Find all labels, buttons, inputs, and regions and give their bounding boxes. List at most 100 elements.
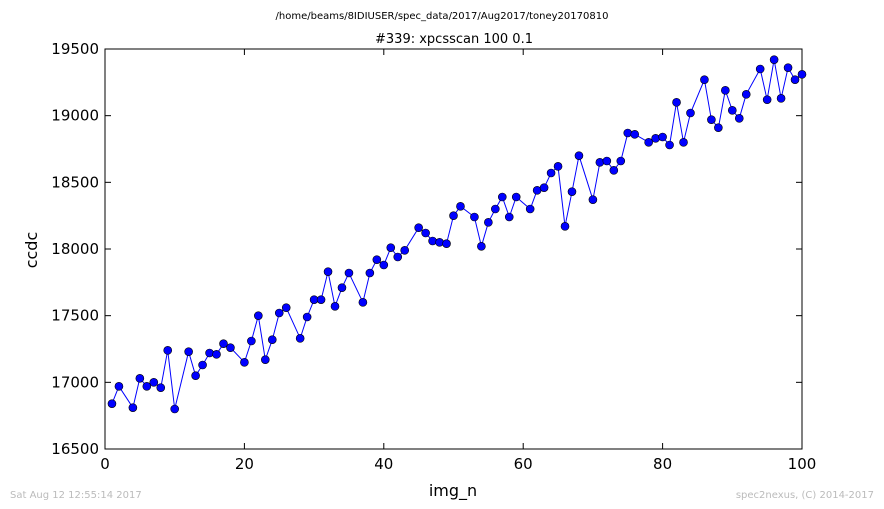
x-tick-label: 100: [788, 455, 817, 473]
data-point: [700, 75, 709, 84]
data-point: [156, 383, 166, 392]
y-tick-label: 16500: [51, 440, 99, 458]
data-point: [337, 283, 347, 292]
data-point: [379, 260, 389, 270]
data-point: [372, 255, 382, 264]
data-point: [651, 134, 660, 143]
data-point: [609, 166, 619, 175]
data-point: [254, 311, 263, 320]
data-point: [261, 355, 270, 364]
data-point: [790, 75, 800, 84]
plot-area: [104, 48, 803, 450]
data-point: [762, 95, 772, 104]
data-point: [769, 55, 779, 64]
data-point: [630, 130, 640, 139]
data-point: [163, 346, 173, 355]
data-point: [727, 106, 737, 115]
y-tick-label: 17000: [51, 373, 99, 391]
y-tick-label: 19500: [51, 40, 99, 58]
data-point: [595, 158, 605, 167]
data-point: [574, 151, 584, 160]
data-point: [707, 115, 716, 124]
data-point: [588, 195, 598, 204]
data-point: [658, 132, 667, 142]
data-point: [546, 168, 556, 178]
data-point: [128, 403, 138, 412]
data-point: [365, 268, 375, 278]
data-point: [721, 86, 730, 95]
data-point: [525, 204, 535, 214]
data-point: [226, 343, 235, 352]
data-point: [567, 187, 577, 196]
y-tick-label: 18500: [51, 173, 99, 191]
data-point: [330, 302, 340, 311]
file-path-header: /home/beams/8IDIUSER/spec_data/2017/Aug2…: [276, 11, 609, 22]
data-point: [400, 246, 410, 255]
data-point: [107, 399, 117, 408]
data-point: [247, 336, 256, 346]
data-point: [672, 98, 681, 107]
data-point: [281, 303, 291, 312]
x-tick-label: 40: [374, 455, 393, 473]
data-point: [623, 128, 633, 138]
data-point: [295, 334, 305, 343]
series-ccdc: [107, 55, 807, 414]
x-axis-label: img_n: [429, 481, 477, 501]
y-axis: 16500 17000 17500 18000 18500 19000 19500: [51, 40, 802, 458]
data-point: [205, 348, 214, 358]
data-point: [553, 162, 563, 171]
data-point: [741, 90, 751, 99]
data-point: [539, 183, 549, 192]
data-point: [449, 211, 458, 220]
data-point: [776, 94, 786, 103]
data-point: [679, 138, 688, 147]
data-point: [456, 202, 465, 211]
data-point: [393, 252, 403, 262]
data-point: [240, 358, 249, 367]
data-point: [316, 295, 326, 304]
chart-title: #339: xpcsscan 100 0.1: [375, 32, 533, 47]
data-point: [442, 239, 451, 248]
data-point: [484, 218, 493, 227]
data-point: [198, 360, 207, 370]
data-point: [323, 267, 333, 276]
x-axis: 0 20 40 60 80 100: [100, 49, 816, 473]
data-point: [644, 138, 653, 147]
data-point: [149, 378, 159, 387]
data-point: [783, 63, 793, 72]
data-point: [665, 140, 674, 150]
data-point: [302, 312, 312, 322]
y-tick-label: 17500: [51, 307, 99, 325]
data-point: [386, 243, 396, 252]
x-tick-label: 60: [514, 455, 533, 473]
data-point: [734, 114, 744, 123]
data-point: [428, 236, 437, 246]
data-point: [191, 371, 200, 380]
data-point: [511, 192, 521, 202]
data-point: [184, 347, 193, 356]
data-point: [560, 222, 570, 231]
data-point: [421, 228, 430, 238]
data-point: [477, 242, 486, 251]
data-point: [170, 404, 179, 414]
y-tick-label: 18000: [51, 240, 99, 258]
data-point: [470, 212, 479, 222]
data-point: [602, 156, 612, 166]
x-tick-label: 80: [653, 455, 672, 473]
data-point: [686, 108, 695, 118]
data-point: [212, 350, 221, 359]
x-tick-label: 0: [100, 455, 110, 473]
x-tick-label: 20: [235, 455, 254, 473]
data-point: [497, 192, 507, 202]
data-point: [435, 238, 444, 247]
data-point: [358, 298, 368, 307]
data-point: [504, 212, 514, 222]
data-point: [114, 382, 124, 391]
data-point: [219, 339, 228, 348]
data-point: [797, 70, 807, 79]
data-point: [142, 382, 152, 391]
data-point: [344, 268, 354, 278]
data-point: [616, 156, 626, 166]
y-tick-label: 19000: [51, 107, 99, 125]
y-axis-label: ccdc: [22, 232, 41, 269]
